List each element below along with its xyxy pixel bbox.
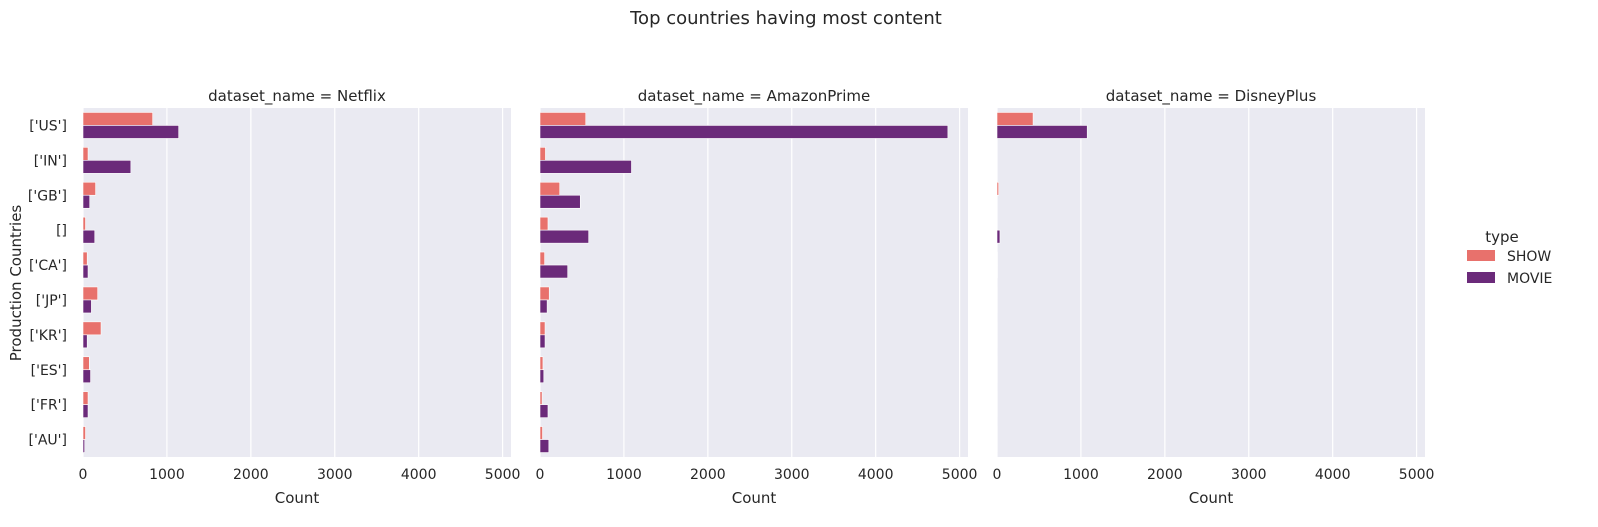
bar-show: [82, 216, 86, 231]
y-tick-label: ['US']: [29, 118, 67, 134]
chart-panels: 0 1000 2000 3000 4000 5000 dataset_name = Netf…: [28, 87, 1435, 507]
x-tick-label: 5000: [1399, 467, 1435, 483]
bar-movie: [996, 229, 1001, 244]
bar-show: [82, 391, 89, 405]
bar-movie: [539, 125, 949, 139]
bar-movie: [539, 404, 549, 418]
bar-movie: [539, 194, 581, 209]
bar-movie: [539, 369, 545, 384]
legend-label-movie: MOVIE: [1507, 271, 1552, 287]
bar-movie: [996, 125, 1088, 139]
bar-movie: [82, 404, 89, 418]
bar-show: [539, 251, 545, 266]
legend: type SHOW MOVIE: [1467, 228, 1552, 287]
legend-label-show: SHOW: [1507, 249, 1551, 265]
x-tick-label: 0: [536, 467, 545, 483]
bar-movie: [539, 229, 589, 244]
bar-show: [82, 181, 96, 196]
y-tick-label: ['CA']: [29, 258, 67, 274]
x-tick-label: 5000: [942, 467, 978, 483]
panel-1: 0 1000 2000 3000 4000 5000 dataset_name = Amaz…: [536, 87, 978, 507]
bar-movie: [82, 369, 91, 384]
x-tick-label: 2000: [1147, 467, 1183, 483]
bar-show: [82, 356, 90, 371]
x-tick-label: 1000: [606, 467, 642, 483]
bar-show: [539, 391, 543, 405]
bar-movie: [82, 334, 88, 349]
y-tick-label: ['KR']: [29, 328, 67, 344]
bar-movie: [539, 439, 550, 453]
bar-show: [539, 147, 546, 161]
bar-movie: [82, 194, 91, 209]
bar-movie: [82, 299, 92, 314]
bar-show: [539, 286, 550, 301]
bar-show: [539, 426, 543, 440]
bar-movie: [82, 264, 89, 279]
bar-show: [82, 147, 89, 161]
bar-show: [82, 112, 153, 126]
bar-movie: [539, 160, 632, 174]
bar-movie: [82, 229, 96, 244]
legend-swatch-movie: [1467, 272, 1495, 283]
x-axis-label: Count: [732, 489, 777, 507]
bar-show: [539, 112, 587, 126]
bar-movie: [82, 160, 132, 174]
bar-show: [539, 181, 561, 196]
y-tick-label: ['FR']: [31, 398, 67, 414]
bar-show: [539, 321, 546, 336]
y-tick-label: ['GB']: [28, 188, 67, 204]
x-tick-label: 5000: [485, 467, 521, 483]
plot-area: [997, 108, 1425, 457]
y-tick-label: []: [56, 223, 67, 239]
x-tick-label: 4000: [1315, 467, 1351, 483]
x-tick-label: 2000: [690, 467, 726, 483]
x-axis-label: Count: [1189, 489, 1234, 507]
bar-movie: [82, 439, 85, 453]
panel-2: 0 1000 2000 3000 4000 5000 dataset_name = Disn…: [993, 87, 1435, 507]
legend-swatch-show: [1467, 250, 1495, 261]
y-tick-label: ['IN']: [34, 153, 67, 169]
x-tick-label: 0: [993, 467, 1002, 483]
x-tick-label: 4000: [858, 467, 894, 483]
y-axis-label: Production Countries: [7, 205, 25, 362]
x-tick-label: 3000: [1231, 467, 1267, 483]
panel-title: dataset_name = AmazonPrime: [638, 87, 870, 106]
x-tick-label: 2000: [233, 467, 269, 483]
x-tick-label: 4000: [401, 467, 437, 483]
bar-movie: [82, 125, 179, 139]
legend-title: type: [1485, 228, 1519, 246]
chart-title: Top countries having most content: [629, 8, 942, 29]
bar-show: [996, 112, 1034, 126]
x-tick-label: 1000: [149, 467, 185, 483]
panel-title: dataset_name = DisneyPlus: [1106, 87, 1317, 106]
bar-show: [82, 321, 102, 336]
x-tick-label: 0: [79, 467, 88, 483]
bar-movie: [539, 264, 568, 279]
y-tick-label: ['ES']: [31, 363, 67, 379]
bar-show: [82, 286, 98, 301]
y-tick-label: ['JP']: [36, 293, 67, 309]
y-tick-label: ['AU']: [29, 433, 67, 449]
x-tick-label: 3000: [317, 467, 353, 483]
plot-area: [83, 108, 511, 457]
bar-show: [82, 251, 88, 266]
x-tick-label: 1000: [1063, 467, 1099, 483]
panel-title: dataset_name = Netflix: [208, 87, 386, 106]
bar-show: [82, 426, 86, 440]
bar-movie: [539, 334, 546, 349]
x-tick-label: 3000: [774, 467, 810, 483]
bar-show: [539, 356, 544, 371]
bar-movie: [539, 299, 548, 314]
x-axis-label: Count: [275, 489, 320, 507]
bar-show: [539, 216, 549, 231]
panel-0: 0 1000 2000 3000 4000 5000 dataset_name = Netf…: [28, 87, 521, 507]
bar-show: [996, 181, 999, 196]
